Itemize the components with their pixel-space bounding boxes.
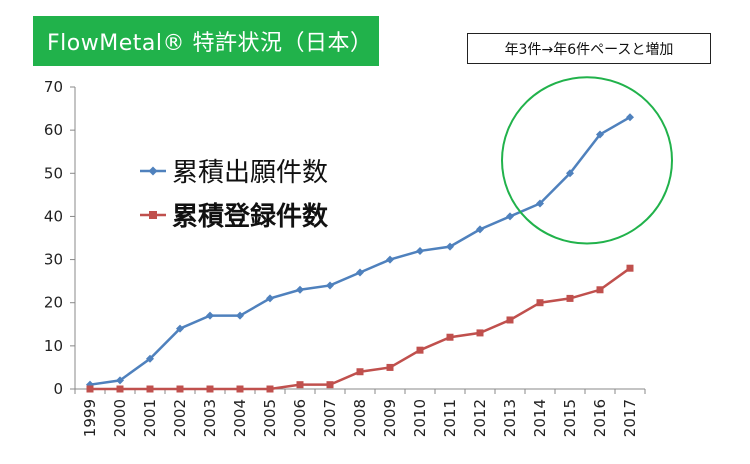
x-tick-label: 2016 (591, 399, 609, 437)
data-point (536, 299, 544, 307)
x-tick-label: 2012 (471, 399, 489, 437)
data-point (86, 385, 94, 393)
series-line-0 (89, 116, 631, 386)
data-point (266, 385, 274, 393)
y-tick-label: 30 (44, 251, 63, 269)
x-tick-label: 2005 (261, 399, 279, 437)
data-point (386, 363, 394, 371)
x-tick-label: 2002 (171, 399, 189, 437)
x-tick-label: 2000 (111, 399, 129, 437)
x-tick-label: 2010 (411, 399, 429, 437)
x-tick-label: 2008 (351, 399, 369, 437)
legend-label: 累積登録件数 (172, 201, 329, 232)
data-point (566, 294, 574, 302)
x-tick-label: 2009 (381, 399, 399, 437)
legend-label: 累積出願件数 (172, 158, 328, 188)
data-point (206, 385, 214, 393)
highlight-circle (501, 76, 673, 245)
data-point (506, 316, 514, 324)
chart-title: FlowMetal® 特許状況（日本） (47, 31, 373, 56)
data-point (176, 324, 184, 333)
data-point (536, 199, 544, 208)
data-point (626, 264, 634, 272)
x-tick-label: 2014 (531, 399, 549, 437)
data-point (236, 385, 244, 393)
data-point (596, 130, 604, 139)
x-tick-label: 2004 (231, 399, 249, 437)
data-point (296, 285, 304, 294)
x-tick-label: 2003 (201, 399, 219, 437)
data-point (416, 246, 424, 255)
data-point (386, 255, 394, 264)
data-point (206, 311, 214, 320)
y-tick-label: 40 (44, 207, 63, 225)
data-point (356, 268, 364, 277)
x-tick-label: 1999 (81, 399, 99, 437)
y-tick-label: 60 (44, 121, 63, 139)
y-tick-label: 50 (44, 164, 63, 182)
x-tick-label: 2015 (561, 399, 579, 437)
x-tick-label: 2006 (291, 399, 309, 437)
y-tick-label: 0 (53, 380, 63, 398)
x-tick-label: 2001 (141, 399, 159, 437)
data-point (326, 281, 334, 290)
data-point (626, 113, 634, 122)
y-tick-label: 10 (44, 337, 63, 355)
data-point (356, 368, 364, 376)
data-point (476, 329, 484, 337)
x-tick-label: 2007 (321, 399, 339, 437)
data-point (416, 346, 424, 354)
trend-note-box: 年3件→年6件ペースと増加 (467, 33, 711, 64)
data-point (146, 354, 154, 363)
data-point (116, 385, 124, 393)
data-point (446, 242, 454, 251)
data-point (446, 333, 454, 341)
data-point (566, 169, 574, 178)
x-tick-label: 2017 (621, 399, 639, 437)
x-tick-label: 2013 (501, 399, 519, 437)
data-point (506, 212, 514, 221)
data-point (476, 225, 484, 234)
legend-swatch-marker (148, 166, 158, 176)
data-point (326, 381, 334, 389)
y-tick-label: 70 (44, 78, 63, 96)
chart-title-banner: FlowMetal® 特許状況（日本） (33, 16, 379, 66)
trend-note-text: 年3件→年6件ペースと増加 (504, 41, 674, 58)
data-point (176, 385, 184, 393)
x-tick-label: 2011 (441, 399, 459, 437)
data-point (146, 385, 154, 393)
y-tick-label: 20 (44, 294, 63, 312)
data-point (296, 381, 304, 389)
data-point (596, 286, 604, 294)
data-point (116, 376, 124, 385)
data-point (266, 294, 274, 303)
data-point (236, 311, 244, 320)
legend-swatch-marker (149, 211, 157, 219)
